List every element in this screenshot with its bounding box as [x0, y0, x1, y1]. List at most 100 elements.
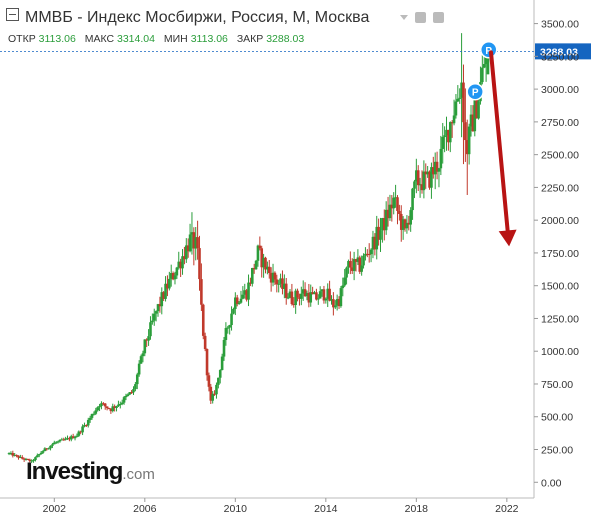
candle-body	[13, 454, 17, 456]
candle-body	[19, 457, 22, 459]
candle-body	[247, 282, 250, 300]
open-value: 3113.06	[38, 33, 76, 45]
candle-body	[190, 232, 194, 235]
candle-body	[328, 288, 331, 301]
candle-body	[192, 232, 196, 249]
candle-body	[177, 261, 181, 268]
candle-body	[160, 292, 164, 307]
candle-body	[356, 257, 360, 262]
candle-body	[200, 279, 203, 305]
candle-body	[373, 236, 377, 250]
candle-body	[254, 260, 258, 270]
candle-body	[102, 403, 105, 405]
candle-body	[300, 293, 303, 299]
candle-body	[443, 135, 446, 138]
candle-body	[24, 458, 28, 460]
high-value: 3314.04	[117, 33, 155, 45]
candle-body	[145, 339, 148, 341]
candle-body	[168, 278, 171, 289]
candle-body	[462, 82, 465, 123]
candle-body	[237, 302, 241, 304]
candle-body	[405, 222, 409, 229]
candle-body	[90, 414, 94, 418]
settings-icon[interactable]	[414, 12, 426, 23]
candle-body	[17, 455, 20, 458]
candle-body	[269, 273, 273, 283]
candle-body	[39, 452, 43, 455]
close-value: 3288.03	[266, 33, 305, 45]
candle-body	[205, 349, 209, 376]
candle-body	[135, 374, 139, 385]
candle-body	[37, 454, 41, 456]
candle-body	[207, 375, 211, 387]
candle-body	[115, 406, 118, 408]
candle-body	[448, 122, 452, 143]
p-marker	[466, 82, 484, 101]
x-tick-label: 2006	[133, 503, 157, 514]
candle-body	[245, 290, 248, 300]
candle-body	[333, 305, 337, 308]
candle-body	[235, 297, 239, 304]
candle-body	[122, 397, 126, 403]
candle-body	[396, 197, 399, 211]
candle-body	[467, 126, 471, 155]
candle-body	[113, 406, 116, 408]
candle-body	[201, 304, 205, 336]
investing-logo: Investing.com	[26, 458, 155, 486]
y-tick-label: 750.00	[541, 379, 573, 391]
candle-body	[124, 395, 128, 398]
x-tick-label: 2018	[405, 503, 429, 514]
candle-body	[477, 101, 480, 119]
candle-body	[371, 236, 375, 250]
candle-body	[266, 266, 269, 270]
candle-body	[286, 297, 290, 299]
candle-body	[224, 328, 228, 340]
candle-body	[107, 408, 111, 410]
candle-body	[484, 55, 488, 65]
low-value: 3113.06	[190, 33, 228, 45]
candle-body	[239, 298, 243, 303]
close-label: ЗАКР	[236, 33, 264, 45]
candle-body	[413, 181, 416, 189]
candle-body	[409, 210, 412, 225]
close-icon[interactable]	[432, 12, 444, 23]
candle-body	[171, 273, 175, 280]
candle-body	[433, 161, 437, 175]
collapse-icon[interactable]	[6, 8, 19, 21]
candle-body	[98, 406, 101, 408]
candle-body	[209, 386, 213, 401]
candle-body	[139, 356, 143, 364]
candle-body	[392, 197, 396, 209]
candle-body	[465, 140, 469, 155]
y-tick-label: 2750.00	[541, 117, 579, 129]
candles	[7, 33, 490, 464]
candle-body	[288, 291, 292, 298]
candle-body	[43, 448, 47, 452]
candle-body	[134, 384, 137, 390]
y-tick-label: 1500.00	[541, 281, 579, 293]
candle-body	[94, 410, 98, 414]
candle-body	[350, 267, 354, 271]
candle-body	[56, 441, 60, 443]
dropdown-icon[interactable]	[400, 15, 408, 20]
candle-body	[420, 184, 424, 191]
chart-overlay: 3288.03 P P	[0, 41, 591, 247]
candle-body	[330, 299, 333, 301]
candle-body	[249, 282, 252, 284]
candle-body	[482, 64, 486, 68]
candle-body	[152, 313, 156, 321]
candle-body	[11, 453, 15, 456]
candle-body	[335, 299, 339, 306]
candle-body	[120, 402, 124, 404]
candle-body	[184, 245, 188, 260]
candle-body	[213, 393, 216, 395]
candle-body	[447, 129, 450, 143]
candle-body	[186, 245, 190, 252]
candle-body	[7, 453, 11, 455]
candle-body	[454, 101, 458, 116]
candle-body	[311, 292, 314, 295]
candle-body	[105, 406, 109, 409]
candle-body	[458, 97, 462, 99]
candle-body	[441, 137, 445, 149]
